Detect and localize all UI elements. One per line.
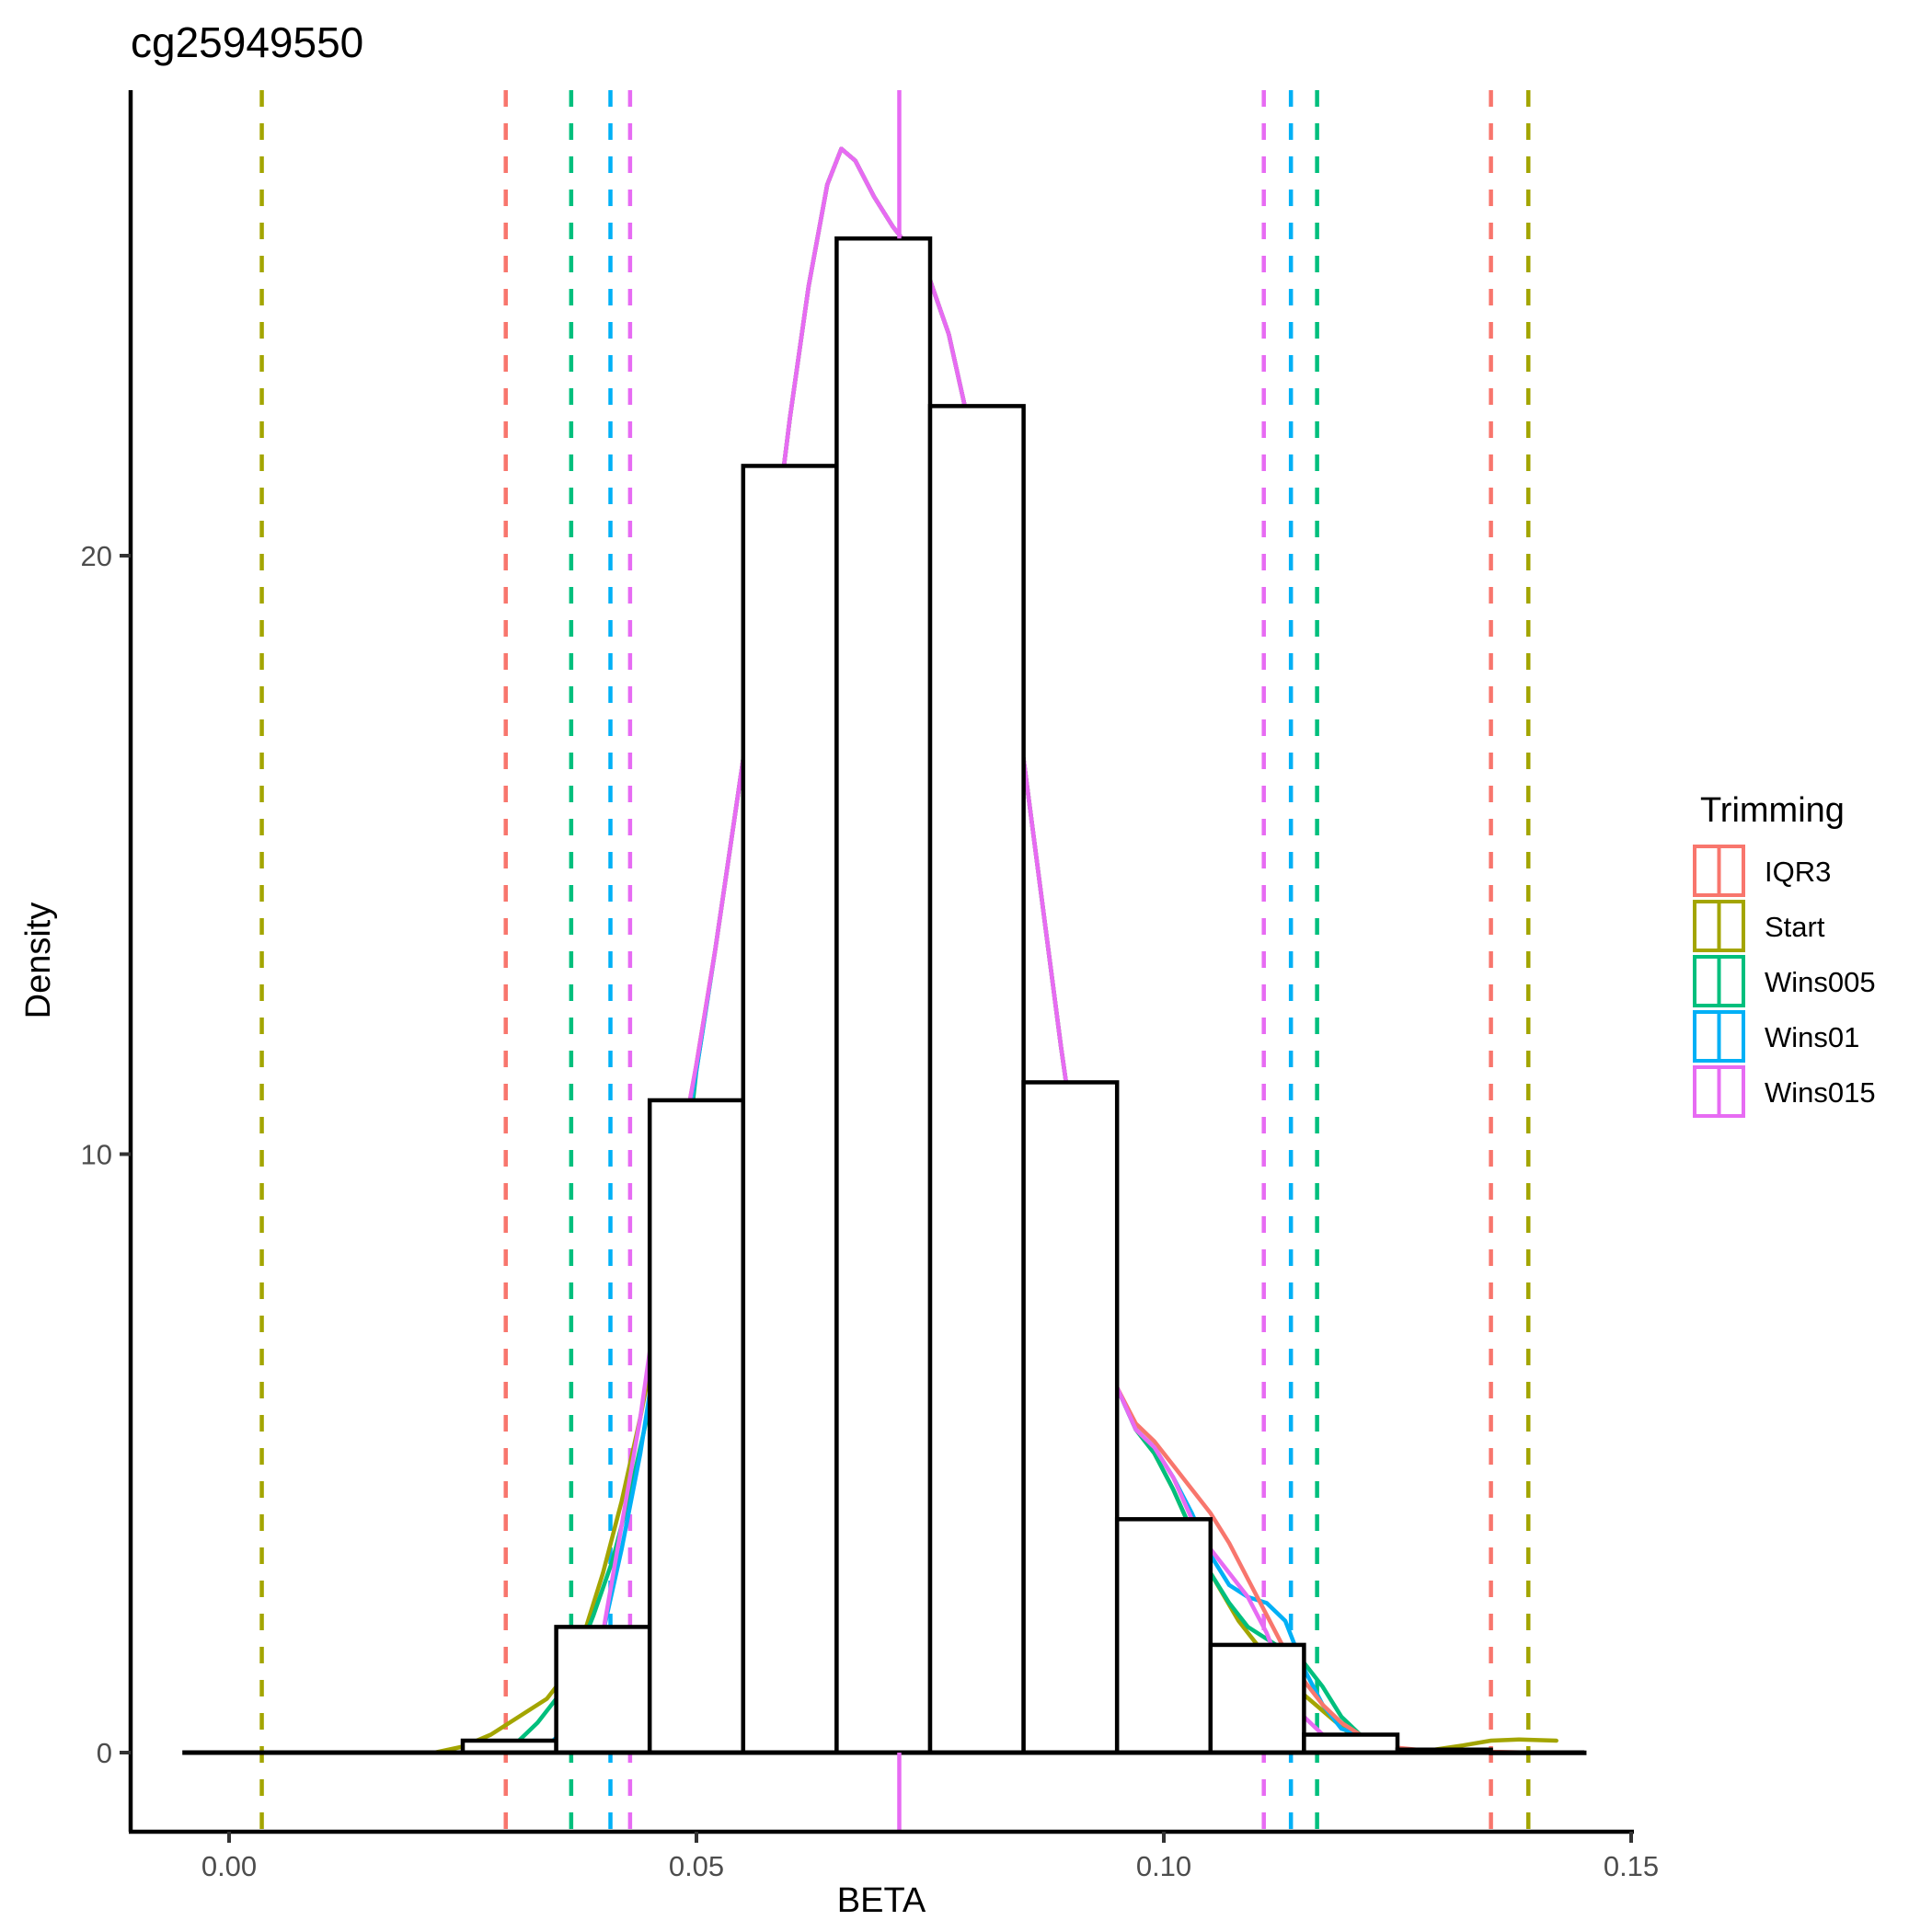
histogram-bar <box>927 404 1026 1755</box>
histogram-bars-layer <box>182 236 1587 1755</box>
y-tick-label: 10 <box>81 1139 112 1171</box>
histogram-bar <box>1021 1080 1120 1755</box>
legend-label: Wins015 <box>1765 1076 1876 1109</box>
histogram-bar <box>1302 1732 1400 1755</box>
histogram-bar <box>1208 1642 1306 1755</box>
legend-label: Start <box>1765 911 1825 943</box>
x-tick-label: 0.15 <box>1604 1850 1659 1882</box>
legend-label: IQR3 <box>1765 856 1831 888</box>
legend-label: Wins01 <box>1765 1021 1859 1053</box>
x-tick-label: 0.00 <box>201 1850 257 1882</box>
x-axis-ticks: 0.00 0.05 0.10 0.15 <box>201 1832 1659 1882</box>
x-tick-label: 0.05 <box>669 1850 724 1882</box>
legend-label: Wins005 <box>1765 966 1876 998</box>
cutoff-lines-layer <box>259 90 1531 1832</box>
histogram-bar <box>1114 1517 1213 1755</box>
histogram-bar <box>834 236 933 1755</box>
legend-key-start <box>1693 900 1745 952</box>
legend-key-wins005 <box>1693 955 1745 1007</box>
y-axis-title: Density <box>19 903 58 1019</box>
x-tick-label: 0.10 <box>1136 1850 1191 1882</box>
x-axis-title: BETA <box>837 1881 926 1920</box>
histogram-bar <box>741 464 839 1755</box>
legend-title: Trimming <box>1700 791 1845 830</box>
legend-entries: IQR3 Start Wins005 Wins01 Wins015 <box>1693 845 1876 1118</box>
y-axis-ticks: 0 10 20 <box>81 540 131 1769</box>
y-tick-label: 20 <box>81 540 112 572</box>
legend-key-wins015 <box>1693 1065 1745 1118</box>
legend-key-iqr3 <box>1693 845 1745 897</box>
y-tick-label: 0 <box>97 1737 112 1769</box>
legend: Trimming IQR3 Start Wins005 Wins01 Wins015 <box>1693 791 1876 1118</box>
chart-title: cg25949550 <box>131 18 363 66</box>
histogram-bar <box>647 1098 746 1755</box>
legend-key-wins01 <box>1693 1010 1745 1063</box>
histogram-bar <box>554 1625 652 1755</box>
